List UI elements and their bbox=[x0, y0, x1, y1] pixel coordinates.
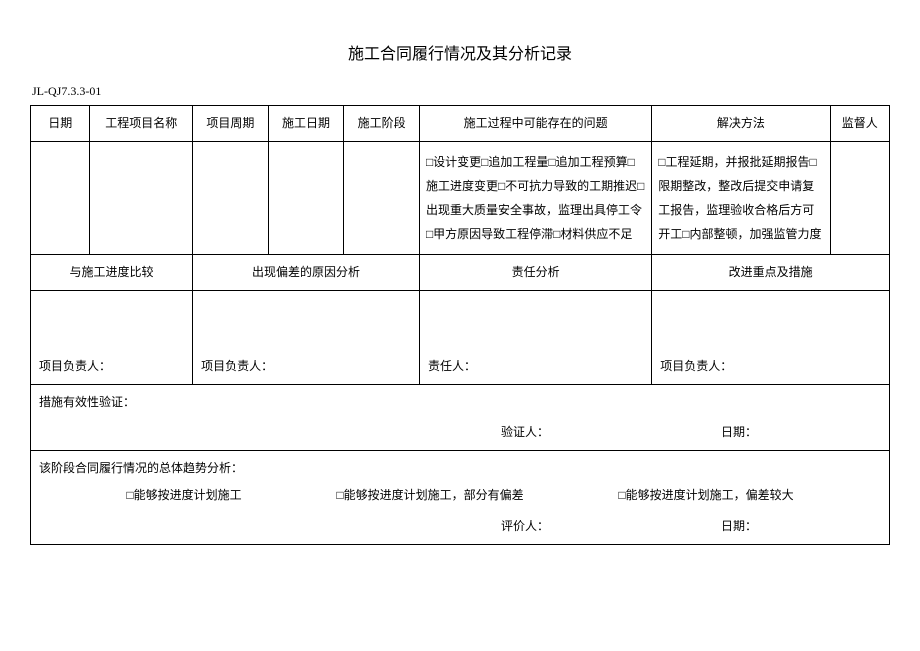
sig-pm3: 项目负责人： bbox=[652, 290, 890, 384]
page-title: 施工合同履行情况及其分析记录 bbox=[30, 40, 890, 64]
trend-row: 该阶段合同履行情况的总体趋势分析： □能够按进度计划施工 □能够按进度计划施工，… bbox=[31, 451, 890, 544]
header-date: 日期 bbox=[31, 106, 90, 142]
document-code: JL-QJ7.3.3-01 bbox=[32, 84, 890, 99]
sig-pm1-label: 项目负责人： bbox=[39, 359, 111, 373]
header-row-2: 与施工进度比较 出现偏差的原因分析 责任分析 改进重点及措施 bbox=[31, 254, 890, 290]
header-construction-phase: 施工阶段 bbox=[344, 106, 420, 142]
header-improvement: 改进重点及措施 bbox=[652, 254, 890, 290]
header-deviation: 出现偏差的原因分析 bbox=[193, 254, 420, 290]
verify-verifier: 验证人： bbox=[501, 421, 721, 444]
verify-title: 措施有效性验证： bbox=[39, 391, 881, 414]
trend-date: 日期： bbox=[721, 515, 881, 538]
cell-construction-phase bbox=[344, 141, 420, 254]
cell-issues: □设计变更□追加工程量□追加工程预算□施工进度变更□不可抗力导致的工期推迟□出现… bbox=[419, 141, 651, 254]
header-solution: 解决方法 bbox=[652, 106, 830, 142]
cell-supervisor bbox=[830, 141, 889, 254]
sig-resp: 责任人： bbox=[419, 290, 651, 384]
header-project-cycle: 项目周期 bbox=[193, 106, 269, 142]
sig-pm1: 项目负责人： bbox=[31, 290, 193, 384]
cell-solution: □工程延期，并报批延期报告□限期整改，整改后提交申请复工报告，监理验收合格后方可… bbox=[652, 141, 830, 254]
header-project-name: 工程项目名称 bbox=[90, 106, 193, 142]
verify-row: 措施有效性验证： 验证人： 日期： bbox=[31, 384, 890, 451]
header-supervisor: 监督人 bbox=[830, 106, 889, 142]
trend-title: 该阶段合同履行情况的总体趋势分析： bbox=[39, 457, 881, 480]
cell-project-cycle bbox=[193, 141, 269, 254]
trend-opt3: □能够按进度计划施工，偏差较大 bbox=[618, 484, 793, 507]
sig-pm3-label: 项目负责人： bbox=[660, 359, 732, 373]
sig-pm2-label: 项目负责人： bbox=[201, 359, 273, 373]
trend-opt2: □能够按进度计划施工，部分有偏差 bbox=[336, 484, 523, 507]
header-responsibility: 责任分析 bbox=[419, 254, 651, 290]
header-issues: 施工过程中可能存在的问题 bbox=[419, 106, 651, 142]
sig-pm2: 项目负责人： bbox=[193, 290, 420, 384]
sig-resp-label: 责任人： bbox=[428, 359, 476, 373]
signature-row: 项目负责人： 项目负责人： 责任人： 项目负责人： bbox=[31, 290, 890, 384]
verify-cell: 措施有效性验证： 验证人： 日期： bbox=[31, 384, 890, 451]
verify-date: 日期： bbox=[721, 421, 881, 444]
trend-opt1: □能够按进度计划施工 bbox=[126, 484, 241, 507]
cell-construction-date bbox=[268, 141, 344, 254]
trend-cell: 该阶段合同履行情况的总体趋势分析： □能够按进度计划施工 □能够按进度计划施工，… bbox=[31, 451, 890, 544]
header-construction-date: 施工日期 bbox=[268, 106, 344, 142]
header-row-1: 日期 工程项目名称 项目周期 施工日期 施工阶段 施工过程中可能存在的问题 解决… bbox=[31, 106, 890, 142]
header-compare: 与施工进度比较 bbox=[31, 254, 193, 290]
data-row-1: □设计变更□追加工程量□追加工程预算□施工进度变更□不可抗力导致的工期推迟□出现… bbox=[31, 141, 890, 254]
trend-evaluator: 评价人： bbox=[501, 515, 721, 538]
cell-project-name bbox=[90, 141, 193, 254]
cell-date bbox=[31, 141, 90, 254]
trend-options: □能够按进度计划施工 □能够按进度计划施工，部分有偏差 □能够按进度计划施工，偏… bbox=[39, 480, 881, 511]
main-table: 日期 工程项目名称 项目周期 施工日期 施工阶段 施工过程中可能存在的问题 解决… bbox=[30, 105, 890, 545]
